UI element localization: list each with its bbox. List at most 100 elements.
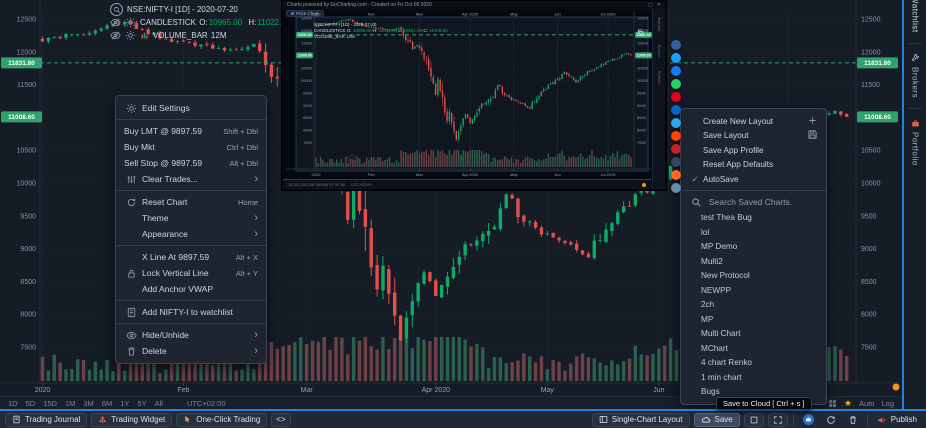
svg-text:Jul 2020: Jul 2020 (601, 12, 617, 17)
menu-item-reset-app-defaults[interactable]: Reset App Defaults (703, 160, 774, 170)
menu-item-appearance[interactable]: Appearance › (142, 228, 258, 240)
menu-item-create-new-layout[interactable]: Create New Layout (681, 114, 826, 129)
hackernews-share-icon[interactable] (671, 170, 681, 180)
range-6m[interactable]: 6M (101, 398, 113, 408)
menu-item-delete[interactable]: Delete › (116, 343, 266, 359)
menu-item-buy-mkt[interactable]: Buy Mkt Ctrl + Dbl (124, 142, 258, 152)
menu-item-add-anchor-vwap[interactable]: Add Anchor VWAP (142, 284, 214, 294)
tab-watchlist[interactable]: Watchlist (910, 0, 920, 33)
saved-chart-item[interactable]: 4 chart Renko (701, 358, 752, 368)
layout-icon (599, 415, 608, 424)
email-share-icon[interactable] (671, 183, 681, 193)
popup-close-icon[interactable]: ✕ (656, 2, 661, 8)
popup-expand-icon[interactable]: ▢ (648, 2, 653, 8)
publish-button[interactable]: Publish (873, 413, 921, 427)
copy-icon[interactable] (637, 23, 644, 41)
eye-off-icon[interactable] (110, 17, 121, 28)
share-blue-share-icon[interactable] (671, 40, 681, 50)
menu-item-hide-unhide[interactable]: Hide/Unhide › (116, 327, 266, 343)
menu-item-edit-settings[interactable]: Edit Settings (116, 100, 266, 116)
svg-text:11500: 11500 (637, 41, 649, 46)
right-sidebar: Watchlist Brokers Portfolio (904, 0, 926, 409)
saved-chart-item[interactable]: Multi Chart (701, 329, 741, 339)
saved-chart-item[interactable]: MChart (701, 343, 728, 353)
star-icon[interactable]: ★ (843, 397, 853, 408)
saved-chart-item[interactable]: Multi2 (701, 256, 723, 266)
svg-text:12500: 12500 (301, 16, 313, 21)
clear-all-button[interactable] (844, 413, 862, 427)
gear-icon[interactable] (125, 17, 136, 28)
saved-chart-item[interactable]: 2ch (701, 300, 715, 310)
saved-chart-item[interactable]: 1 min chart (701, 372, 742, 382)
saved-chart-item[interactable]: New Protocol (701, 271, 750, 281)
eye-off-icon[interactable] (110, 30, 121, 41)
tab-portfolio[interactable]: Portfolio (911, 113, 920, 172)
tumblr-share-icon[interactable] (671, 157, 681, 167)
menu-item-reset-chart[interactable]: Reset Chart Home (116, 194, 266, 210)
search-icon (691, 197, 702, 208)
saved-chart-item[interactable]: MP Demo (701, 242, 738, 252)
code-button[interactable]: <> (271, 412, 291, 427)
menu-item-save-layout[interactable]: Save Layout (681, 129, 826, 144)
facebook-share-icon[interactable] (671, 66, 681, 76)
saved-chart-item[interactable]: NEWPP (701, 285, 732, 295)
auto-scale-toggle[interactable]: Auto (859, 398, 875, 408)
svg-text:11008.60: 11008.60 (636, 54, 650, 58)
snapshot-button[interactable] (799, 413, 818, 427)
menu-item-buy-lmt-9897-59[interactable]: Buy LMT @ 9897.59 Shift + Dbl (124, 126, 258, 136)
saved-chart-item[interactable]: lol (701, 227, 710, 237)
menu-item-theme[interactable]: Theme › (142, 212, 258, 224)
search-saved-charts[interactable]: Search Saved Charts. (681, 194, 826, 211)
save-button[interactable]: Save (693, 412, 740, 427)
log-scale-toggle[interactable]: Log (881, 398, 894, 408)
svg-text:12000: 12000 (301, 28, 313, 33)
trading-widget-button[interactable]: Trading Widget (91, 412, 173, 427)
menu-item-save-app-profile[interactable]: Save App Profile (703, 145, 764, 155)
tab-brokers[interactable]: Brokers (911, 48, 920, 104)
menu-item-clear-trades[interactable]: Clear Trades... › (116, 171, 266, 187)
pocket-share-icon[interactable] (671, 144, 681, 154)
saved-chart-item[interactable]: test Thea Bug (701, 213, 752, 223)
fullscreen-button[interactable] (767, 412, 788, 427)
svg-text:10000: 10000 (861, 180, 881, 187)
layout-button[interactable]: Single-Chart Layout (591, 412, 690, 427)
bottom-toolbar: Trading Journal Trading Widget One-Click… (0, 409, 926, 428)
range-3m[interactable]: 3M (83, 398, 94, 408)
timezone-label[interactable]: UTC+02:00 (186, 398, 226, 408)
telegram-share-icon[interactable] (671, 118, 681, 128)
select-region-button[interactable] (743, 412, 764, 427)
symbol-search-icon[interactable] (110, 3, 123, 16)
menu-item-x-line-at-9897-59[interactable]: X Line At 9897.59 Alt + X (142, 252, 258, 262)
pinterest-share-icon[interactable] (671, 92, 681, 102)
menu-item-autosave[interactable]: ✓ AutoSave (691, 173, 739, 184)
symbol-title[interactable]: NSE:NIFTY-I [1D] - 2020-07-20 (127, 5, 238, 14)
range-1d[interactable]: 1D (8, 398, 18, 408)
one-click-trading-button[interactable]: One-Click Trading (176, 412, 268, 427)
refresh-button[interactable] (822, 413, 840, 427)
range-all[interactable]: All (154, 398, 163, 408)
svg-text:10000: 10000 (17, 180, 37, 187)
svg-text:9000: 9000 (861, 246, 877, 253)
twitter-share-icon[interactable] (671, 53, 681, 63)
linkedin-share-icon[interactable] (671, 105, 681, 115)
gear-icon[interactable] (125, 30, 136, 41)
plus-icon (807, 115, 818, 126)
range-5y[interactable]: 5Y (137, 398, 147, 408)
range-15d[interactable]: 15D (43, 398, 57, 408)
svg-text:Apr 2020: Apr 2020 (422, 387, 451, 394)
grid-icon[interactable] (828, 399, 837, 408)
saved-chart-item[interactable]: Bugs (701, 387, 720, 397)
menu-item-lock-vertical-line[interactable]: Lock Vertical Line Alt + Y (116, 265, 266, 281)
menu-item-sell-stop-9897-59[interactable]: Sell Stop @ 9897.59 Alt + Dbl (124, 158, 258, 168)
range-1m[interactable]: 1M (64, 398, 76, 408)
trading-journal-button[interactable]: Trading Journal (5, 412, 88, 427)
shared-chart-popup[interactable]: Charts powered by GoCharting.com - Creat… (281, 0, 667, 191)
svg-text:Feb: Feb (368, 12, 376, 17)
range-1y[interactable]: 1Y (120, 398, 130, 408)
sliders-icon (124, 174, 138, 185)
menu-item-add-nifty-i-to-watchlist[interactable]: Add NIFTY-I to watchlist (116, 304, 266, 320)
range-5d[interactable]: 5D (25, 398, 36, 408)
saved-chart-item[interactable]: MP (701, 314, 714, 324)
whatsapp-share-icon[interactable] (671, 79, 681, 89)
reddit-share-icon[interactable] (671, 131, 681, 141)
